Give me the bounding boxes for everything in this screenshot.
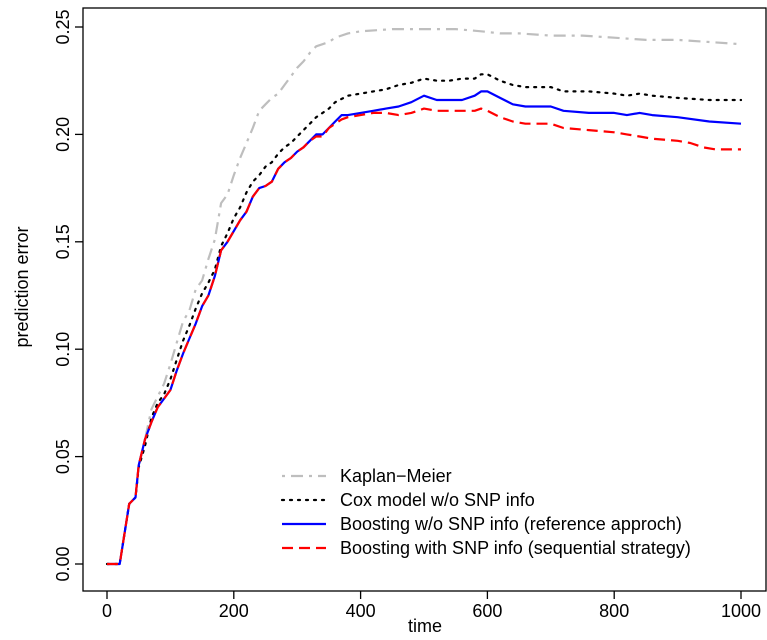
legend-label: Boosting with SNP info (sequential strat… [340, 538, 691, 558]
x-tick-label: 400 [346, 601, 376, 621]
y-tick-label: 0.10 [53, 332, 73, 367]
legend-label: Boosting w/o SNP info (reference approch… [340, 514, 682, 534]
y-tick-label: 0.00 [53, 546, 73, 581]
legend-label: Kaplan−Meier [340, 466, 452, 486]
y-tick-label: 0.20 [53, 117, 73, 152]
y-axis-title: prediction error [12, 226, 32, 347]
x-tick-label: 1000 [721, 601, 761, 621]
x-tick-label: 0 [102, 601, 112, 621]
series-line-1 [107, 28, 742, 566]
y-tick-label: 0.15 [53, 224, 73, 259]
series-layer [105, 28, 743, 566]
series-line-4 [107, 107, 741, 566]
legend-label: Cox model w/o SNP info [340, 490, 535, 510]
plot-frame [82, 7, 767, 592]
y-tick-label: 0.25 [53, 9, 73, 44]
plot-area [82, 7, 767, 592]
series-line-2 [105, 73, 743, 566]
y-tick-label: 0.05 [53, 439, 73, 474]
x-tick-label: 200 [219, 601, 249, 621]
x-axis-title: time [408, 616, 442, 636]
axes-layer: 0 200 400 600 800 1000 0.00 0.05 0.10 0.15 0.20 0.2… [53, 9, 761, 621]
x-tick-label: 800 [599, 601, 629, 621]
legend: Kaplan−Meier Cox model w/o SNP info Boosti… [280, 466, 691, 558]
x-tick-label: 600 [472, 601, 502, 621]
